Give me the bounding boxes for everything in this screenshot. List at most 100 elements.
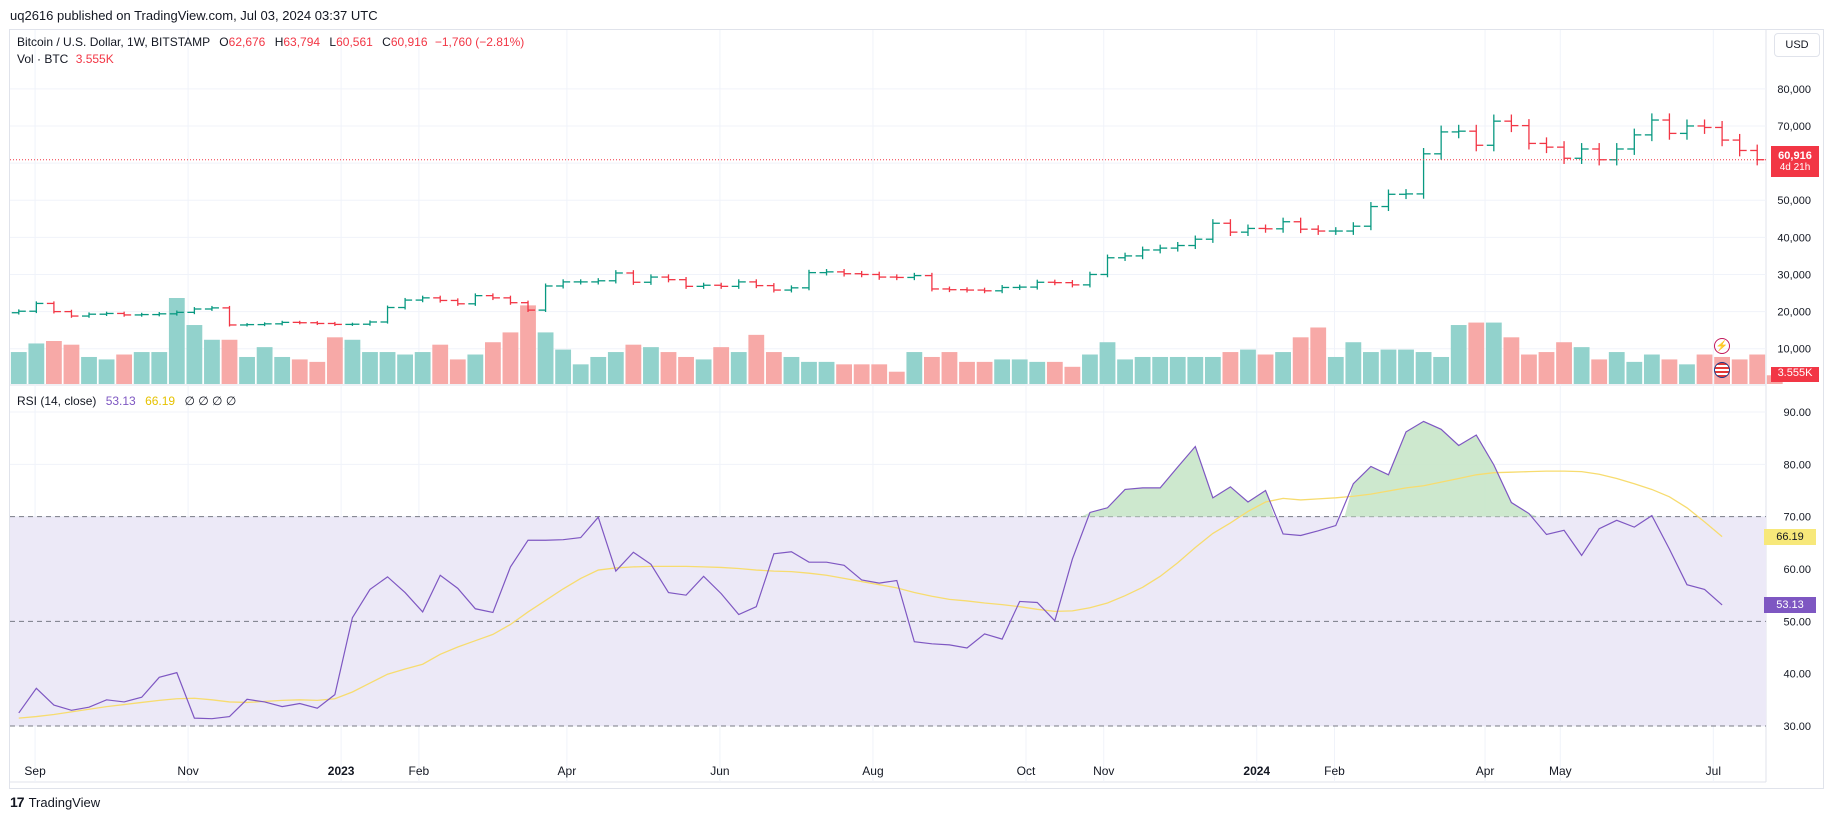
- volume-bar: [555, 349, 572, 384]
- volume-bar: [1222, 352, 1239, 384]
- volume-bar: [1292, 337, 1309, 384]
- volume-bar: [274, 356, 291, 384]
- volume-bar: [1573, 347, 1590, 384]
- low-key: L: [329, 35, 337, 49]
- volume-bar: [1731, 359, 1748, 384]
- high-value: 63,794: [283, 35, 321, 49]
- volume-bar: [1046, 361, 1063, 384]
- axis-labels: 10,00020,00030,00040,00050,00060,00070,0…: [24, 84, 1811, 778]
- currency-button[interactable]: USD: [1774, 33, 1820, 57]
- rsi-value: 53.13: [105, 394, 136, 408]
- volume-bars: [10, 298, 1783, 384]
- volume-bar: [1591, 359, 1608, 384]
- volume-bar: [344, 339, 361, 384]
- volume-bar: [853, 364, 870, 384]
- volume-bar: [151, 352, 168, 384]
- volume-bar: [133, 352, 150, 384]
- volume-bar: [1257, 354, 1274, 384]
- volume-bar: [1626, 361, 1643, 384]
- volume-bar: [1117, 359, 1133, 384]
- volume-bar: [1450, 325, 1467, 384]
- volume-legend[interactable]: Vol · BTC 3.555K: [17, 52, 114, 66]
- volume-bar: [256, 347, 273, 384]
- rsi-legend[interactable]: RSI (14, close) 53.13 66.19 ∅ ∅ ∅ ∅: [17, 394, 236, 408]
- volume-bar: [1679, 364, 1695, 384]
- symbol-legend[interactable]: Bitcoin / U.S. Dollar, 1W, BITSTAMP O62,…: [17, 35, 524, 49]
- volume-bar: [888, 371, 905, 384]
- volume-bar: [362, 352, 378, 384]
- rsi-ma-tag: 66.19: [1764, 529, 1816, 545]
- rsi-empty-values: ∅ ∅ ∅ ∅: [184, 394, 237, 408]
- price-tick-label: 50,000: [1777, 195, 1811, 207]
- time-tick-label: Feb: [1324, 764, 1345, 778]
- volume-bar: [1696, 354, 1713, 384]
- high-key: H: [274, 35, 284, 49]
- time-tick-label: Jul: [1706, 764, 1721, 778]
- rsi-label: RSI (14, close): [17, 394, 97, 408]
- time-tick-label: Apr: [1476, 764, 1495, 778]
- open-value: 62,676: [228, 35, 266, 49]
- volume-label: Vol · BTC: [17, 52, 69, 66]
- volume-bar: [63, 344, 80, 384]
- volume-bar: [1643, 354, 1660, 384]
- volume-bar: [168, 298, 185, 384]
- rsi-tick-label: 40.00: [1783, 669, 1811, 681]
- volume-bar: [1749, 354, 1766, 384]
- time-tick-label: Oct: [1017, 764, 1036, 778]
- close-key: C: [382, 35, 391, 49]
- volume-bar: [765, 352, 782, 384]
- volume-bar: [309, 361, 326, 384]
- volume-bar: [326, 337, 343, 384]
- volume-bar: [1433, 356, 1450, 384]
- price-tick-label: 10,000: [1777, 344, 1811, 356]
- volume-bar: [1187, 356, 1204, 384]
- volume-bar: [1275, 352, 1292, 384]
- volume-bar: [590, 356, 607, 384]
- volume-bar: [906, 352, 923, 384]
- volume-bar: [941, 352, 958, 384]
- rsi-tick-label: 30.00: [1783, 721, 1811, 733]
- volume-bar: [45, 341, 62, 384]
- volume-bar: [397, 354, 414, 384]
- close-value: 60,916: [390, 35, 428, 49]
- price-tick-label: 70,000: [1777, 121, 1811, 133]
- bar-countdown: 4d 21h: [1779, 162, 1811, 173]
- volume-bar: [976, 361, 993, 384]
- price-tick-label: 30,000: [1777, 269, 1811, 281]
- rsi-tick-label: 90.00: [1783, 407, 1811, 419]
- us-flag-event-icon[interactable]: [1714, 362, 1730, 378]
- price-tick-label: 40,000: [1777, 232, 1811, 244]
- volume-bar: [871, 364, 888, 384]
- volume-bar: [1398, 349, 1414, 384]
- volume-bar: [1240, 349, 1256, 384]
- volume-bar: [783, 356, 800, 384]
- volume-bar: [502, 332, 519, 384]
- volume-bar: [959, 361, 975, 384]
- volume-bar: [678, 356, 694, 384]
- symbol-title: Bitcoin / U.S. Dollar, 1W, BITSTAMP: [17, 35, 210, 49]
- volume-bar: [1415, 352, 1432, 384]
- time-tick-label: Sep: [24, 764, 46, 778]
- volume-bar: [1485, 322, 1502, 384]
- rsi-tick-label: 60.00: [1783, 564, 1811, 576]
- volume-bar: [1538, 352, 1555, 384]
- volume-bar: [1152, 356, 1169, 384]
- volume-bar: [1011, 359, 1028, 384]
- footer[interactable]: 17 TradingView: [10, 794, 100, 810]
- price-tick-label: 80,000: [1777, 84, 1811, 96]
- rsi-tag: 53.13: [1764, 597, 1816, 613]
- volume-bar: [1327, 356, 1344, 384]
- volume-tag: 3.555K: [1771, 367, 1819, 382]
- volume-bar: [291, 359, 308, 384]
- volume-bar: [836, 364, 853, 384]
- volume-bar: [116, 354, 133, 384]
- volume-bar: [1468, 322, 1485, 384]
- volume-bar: [1380, 349, 1397, 384]
- published-caption: uq2616 published on TradingView.com, Jul…: [10, 8, 378, 23]
- rsi-ma-line: [18, 470, 1723, 719]
- volume-bar: [1204, 356, 1221, 384]
- time-tick-label: May: [1549, 764, 1572, 778]
- volume-bar: [1521, 354, 1537, 384]
- lightning-event-icon[interactable]: ⚡: [1714, 338, 1730, 354]
